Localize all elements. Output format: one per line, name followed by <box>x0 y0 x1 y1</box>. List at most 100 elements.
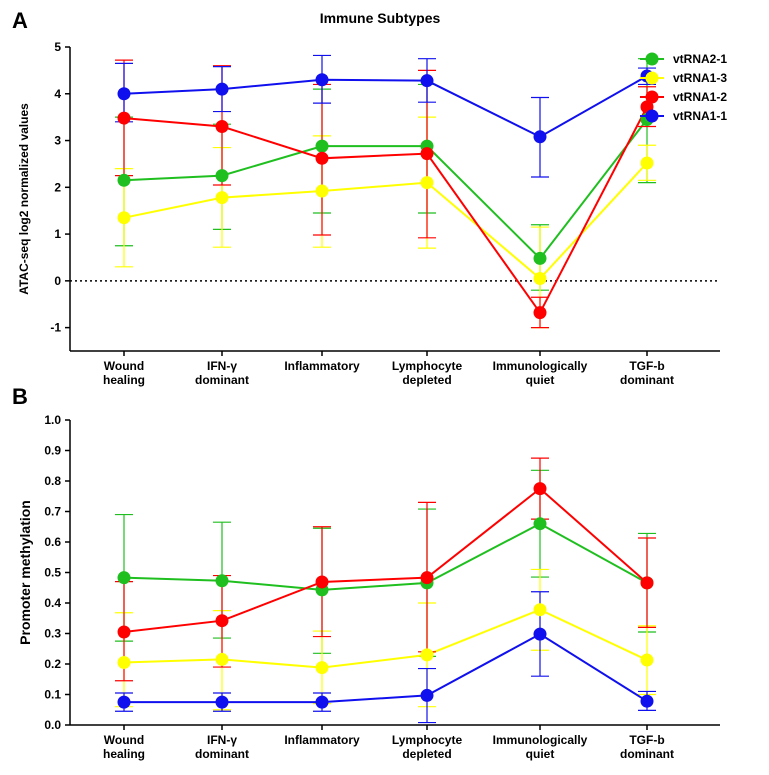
legend-label: vtRNA2-1 <box>673 52 727 66</box>
x-category-label: dominant <box>620 373 674 387</box>
data-point <box>420 147 434 161</box>
data-point <box>315 184 329 198</box>
x-category-label: Inflammatory <box>284 733 360 747</box>
data-point <box>117 571 131 585</box>
series-line <box>123 487 648 633</box>
legend-marker <box>645 71 659 85</box>
y-tick-label: 4 <box>54 87 61 101</box>
x-category-label: depleted <box>402 373 451 387</box>
data-point <box>117 173 131 187</box>
y-tick-label: 0 <box>54 274 61 288</box>
legend-label: vtRNA1-3 <box>673 71 727 85</box>
x-category-label: Wound <box>104 359 144 373</box>
data-point <box>315 695 329 709</box>
chart-title: Immune Subtypes <box>319 10 441 26</box>
data-point <box>215 574 229 588</box>
y-tick-label: 0.5 <box>44 566 61 580</box>
x-category-label: TGF-b <box>629 359 664 373</box>
x-category-label: quiet <box>526 747 555 761</box>
y-tick-label: 1 <box>54 227 61 241</box>
x-category-label: Immunologically <box>493 359 588 373</box>
legend-marker <box>645 109 659 123</box>
data-point <box>117 625 131 639</box>
data-point <box>315 139 329 153</box>
panel-a-letter: A <box>12 8 28 33</box>
legend-label: vtRNA1-2 <box>673 90 727 104</box>
y-tick-label: 0.6 <box>44 535 61 549</box>
x-category-label: depleted <box>402 747 451 761</box>
series-line <box>123 106 648 315</box>
data-point <box>420 74 434 88</box>
legend-marker <box>645 52 659 66</box>
y-tick-label: 1.0 <box>44 413 61 427</box>
x-category-label: IFN-γ <box>207 359 237 373</box>
x-category-label: TGF-b <box>629 733 664 747</box>
data-point <box>640 694 654 708</box>
y-axis-label: ATAC-seq log2 normalized values <box>17 103 31 295</box>
x-category-label: quiet <box>526 373 555 387</box>
data-point <box>420 648 434 662</box>
data-point <box>315 575 329 589</box>
data-point <box>117 87 131 101</box>
x-category-label: Lymphocyte <box>392 359 463 373</box>
y-axis-label: Promoter methylation <box>17 500 33 645</box>
series-line <box>123 522 648 591</box>
y-tick-label: 0.9 <box>44 444 61 458</box>
x-category-label: dominant <box>195 747 249 761</box>
series-line <box>123 162 648 280</box>
data-point <box>117 111 131 125</box>
data-point <box>215 191 229 205</box>
y-tick-label: 0.0 <box>44 718 61 732</box>
data-point <box>420 688 434 702</box>
series-line <box>123 608 648 669</box>
y-tick-label: 0.1 <box>44 688 61 702</box>
data-point <box>533 603 547 617</box>
data-point <box>315 661 329 675</box>
x-category-label: dominant <box>620 747 674 761</box>
data-point <box>117 695 131 709</box>
data-point <box>533 251 547 265</box>
data-point <box>533 306 547 320</box>
x-category-label: dominant <box>195 373 249 387</box>
y-tick-label: 0.4 <box>44 596 61 610</box>
series-line <box>123 118 648 260</box>
x-category-label: Lymphocyte <box>392 733 463 747</box>
data-point <box>533 482 547 496</box>
x-category-label: Wound <box>104 733 144 747</box>
x-category-label: Inflammatory <box>284 359 360 373</box>
data-point <box>215 120 229 134</box>
y-tick-label: 0.7 <box>44 505 61 519</box>
x-category-label: healing <box>103 747 145 761</box>
data-point <box>215 82 229 96</box>
data-point <box>315 151 329 165</box>
data-point <box>315 73 329 87</box>
x-category-label: IFN-γ <box>207 733 237 747</box>
data-point <box>640 576 654 590</box>
legend-marker <box>645 90 659 104</box>
data-point <box>420 571 434 585</box>
data-point <box>420 176 434 190</box>
data-point <box>533 627 547 641</box>
data-point <box>215 614 229 628</box>
data-point <box>640 653 654 667</box>
data-point <box>215 169 229 183</box>
y-tick-label: 2 <box>54 180 61 194</box>
x-category-label: Immunologically <box>493 733 588 747</box>
y-tick-label: 3 <box>54 134 61 148</box>
data-point <box>117 655 131 669</box>
data-point <box>533 517 547 531</box>
data-point <box>215 695 229 709</box>
series-line <box>124 632 648 704</box>
y-tick-label: 5 <box>54 40 61 54</box>
y-tick-label: -1 <box>50 321 61 335</box>
data-point <box>533 130 547 144</box>
legend-label: vtRNA1-1 <box>673 109 727 123</box>
y-tick-label: 0.3 <box>44 627 61 641</box>
y-tick-label: 0.2 <box>44 657 61 671</box>
panel-b-letter: B <box>12 384 28 409</box>
series-line <box>123 75 648 138</box>
y-tick-label: 0.8 <box>44 474 61 488</box>
data-point <box>215 652 229 666</box>
x-category-label: healing <box>103 373 145 387</box>
data-point <box>533 272 547 286</box>
